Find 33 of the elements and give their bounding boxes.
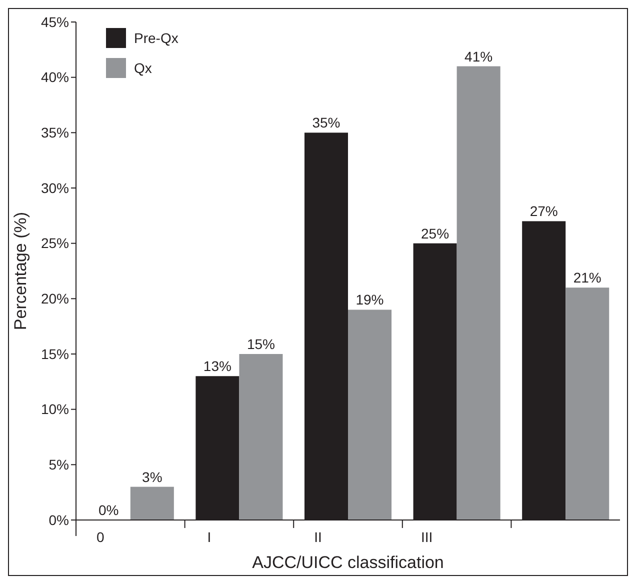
data-label: 3%: [142, 468, 162, 485]
y-axis-title: Percentage (%): [11, 212, 30, 330]
legend-label: Pre-Qx: [134, 30, 178, 46]
data-label: 35%: [312, 114, 340, 131]
data-label: 27%: [530, 203, 558, 220]
legend-label: Qx: [134, 60, 152, 76]
x-axis-title: AJCC/UICC classification: [252, 553, 444, 572]
bar: [566, 288, 610, 520]
y-tick-label: 35%: [40, 124, 69, 141]
data-label: 25%: [421, 225, 450, 242]
data-label: 0%: [98, 502, 119, 518]
data-label: 13%: [203, 358, 232, 374]
data-label: 15%: [246, 336, 275, 352]
x-tick-label: II: [314, 529, 322, 545]
y-tick-label: 15%: [40, 346, 69, 362]
y-tick-label: 10%: [40, 401, 69, 418]
y-tick-label: 25%: [40, 235, 69, 252]
bar: [130, 486, 174, 520]
data-label: 19%: [356, 292, 384, 308]
y-tick-label: 30%: [40, 180, 69, 196]
y-tick-label: 40%: [40, 69, 69, 86]
x-tick-label: III: [420, 529, 433, 545]
y-tick-label: 0%: [48, 512, 69, 528]
bar: [456, 66, 500, 520]
data-label: 21%: [573, 270, 602, 286]
y-tick-label: 5%: [48, 456, 69, 473]
y-tick-label: 45%: [40, 14, 69, 30]
y-tick-label: 20%: [40, 290, 69, 307]
x-tick-label: I: [207, 529, 212, 545]
bar: [348, 310, 392, 520]
x-tick-label: 0: [96, 529, 104, 545]
bar: [239, 354, 283, 520]
data-label: 41%: [464, 48, 493, 64]
